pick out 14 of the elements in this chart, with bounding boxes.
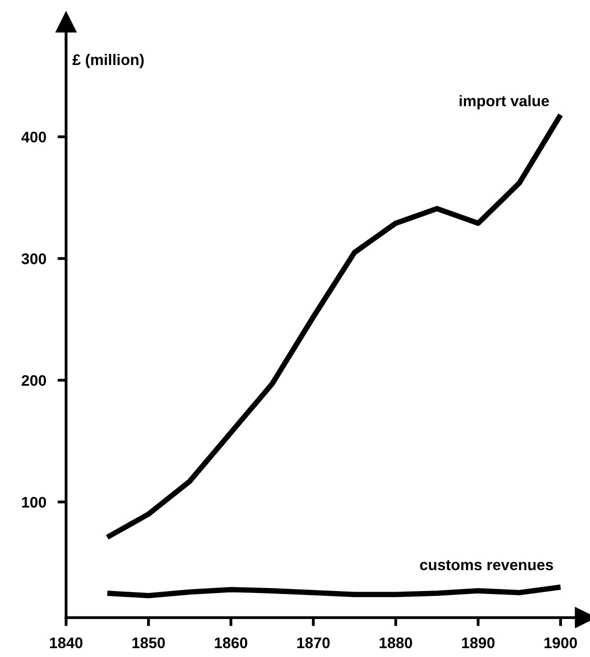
y-tick-label: 400 (21, 132, 46, 142)
series-label: import value (460, 95, 549, 110)
y-axis-title: £ (million) (72, 54, 144, 68)
x-tick-label: 1850 (132, 637, 165, 648)
y-tick-label: 300 (22, 253, 46, 264)
x-tick-label: 1880 (380, 637, 412, 648)
x-tick-label: 1890 (462, 637, 495, 648)
y-tick-label: 200 (22, 375, 46, 386)
x-tick-label: 1860 (214, 637, 248, 648)
y-tick-label: 100 (22, 496, 46, 508)
x-tick-label: 1870 (297, 637, 330, 648)
series-label: customs revenues (420, 560, 553, 570)
x-tick-label: 1840 (50, 637, 82, 648)
x-tick-label: 1900 (544, 637, 577, 648)
